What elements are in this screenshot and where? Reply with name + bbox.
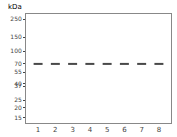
svg-text:8: 8 <box>157 126 161 134</box>
svg-text:100: 100 <box>10 47 22 54</box>
svg-text:37: 37 <box>14 82 22 89</box>
svg-text:40: 40 <box>14 80 22 87</box>
svg-text:2: 2 <box>53 126 57 134</box>
svg-text:55: 55 <box>14 68 22 75</box>
svg-text:7: 7 <box>139 126 143 134</box>
svg-text:20: 20 <box>14 104 22 111</box>
svg-text:5: 5 <box>105 126 109 134</box>
svg-text:3: 3 <box>70 126 74 134</box>
svg-text:25: 25 <box>14 96 22 103</box>
svg-text:4: 4 <box>88 126 93 134</box>
svg-text:1: 1 <box>36 126 40 134</box>
svg-text:150: 150 <box>10 33 22 40</box>
svg-text:6: 6 <box>122 126 127 134</box>
svg-text:15: 15 <box>14 114 22 121</box>
svg-text:70: 70 <box>14 60 22 67</box>
svg-text:kDa: kDa <box>8 3 22 11</box>
svg-text:250: 250 <box>10 15 22 22</box>
